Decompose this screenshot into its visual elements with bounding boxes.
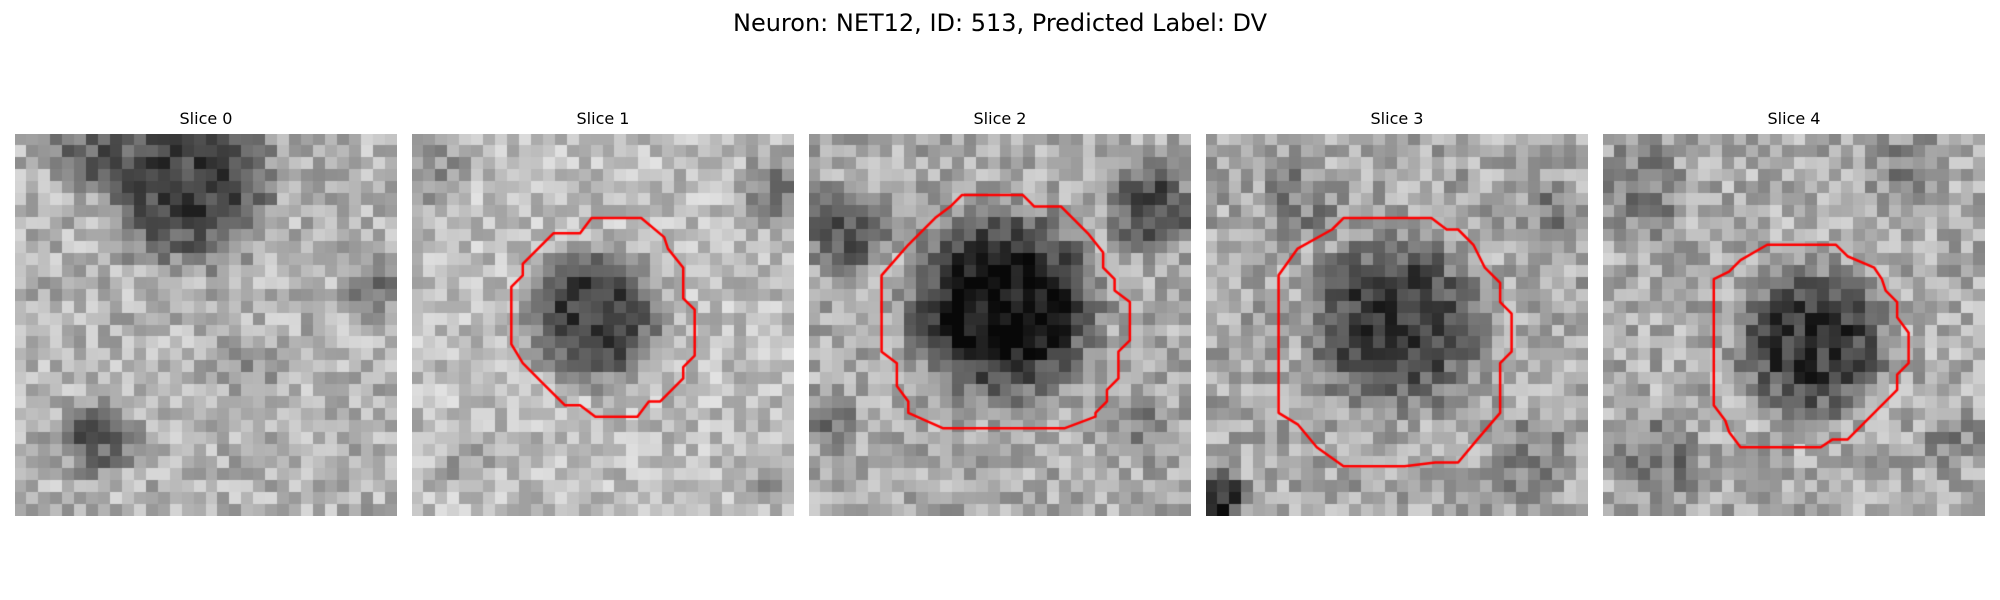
slice-title-3: Slice 3 [1370, 109, 1424, 128]
slice-panel-4: Slice 4 [1603, 108, 1985, 516]
slice-image-1 [412, 134, 794, 516]
slice-panel-1: Slice 1 [412, 108, 794, 516]
slice-title-2: Slice 2 [973, 109, 1027, 128]
slice-image-2 [809, 134, 1191, 516]
slice-image-0 [15, 134, 397, 516]
figure-title: Neuron: NET12, ID: 513, Predicted Label:… [732, 9, 1268, 37]
slice-panel-2: Slice 2 [809, 108, 1191, 516]
slice-panel-3: Slice 3 [1206, 108, 1588, 516]
slice-title-0: Slice 0 [179, 109, 233, 128]
slice-panel-0: Slice 0 [15, 108, 397, 516]
slice-image-4 [1603, 134, 1985, 516]
slice-title-1: Slice 1 [576, 109, 630, 128]
slice-title-4: Slice 4 [1767, 109, 1821, 128]
slice-image-3 [1206, 134, 1588, 516]
